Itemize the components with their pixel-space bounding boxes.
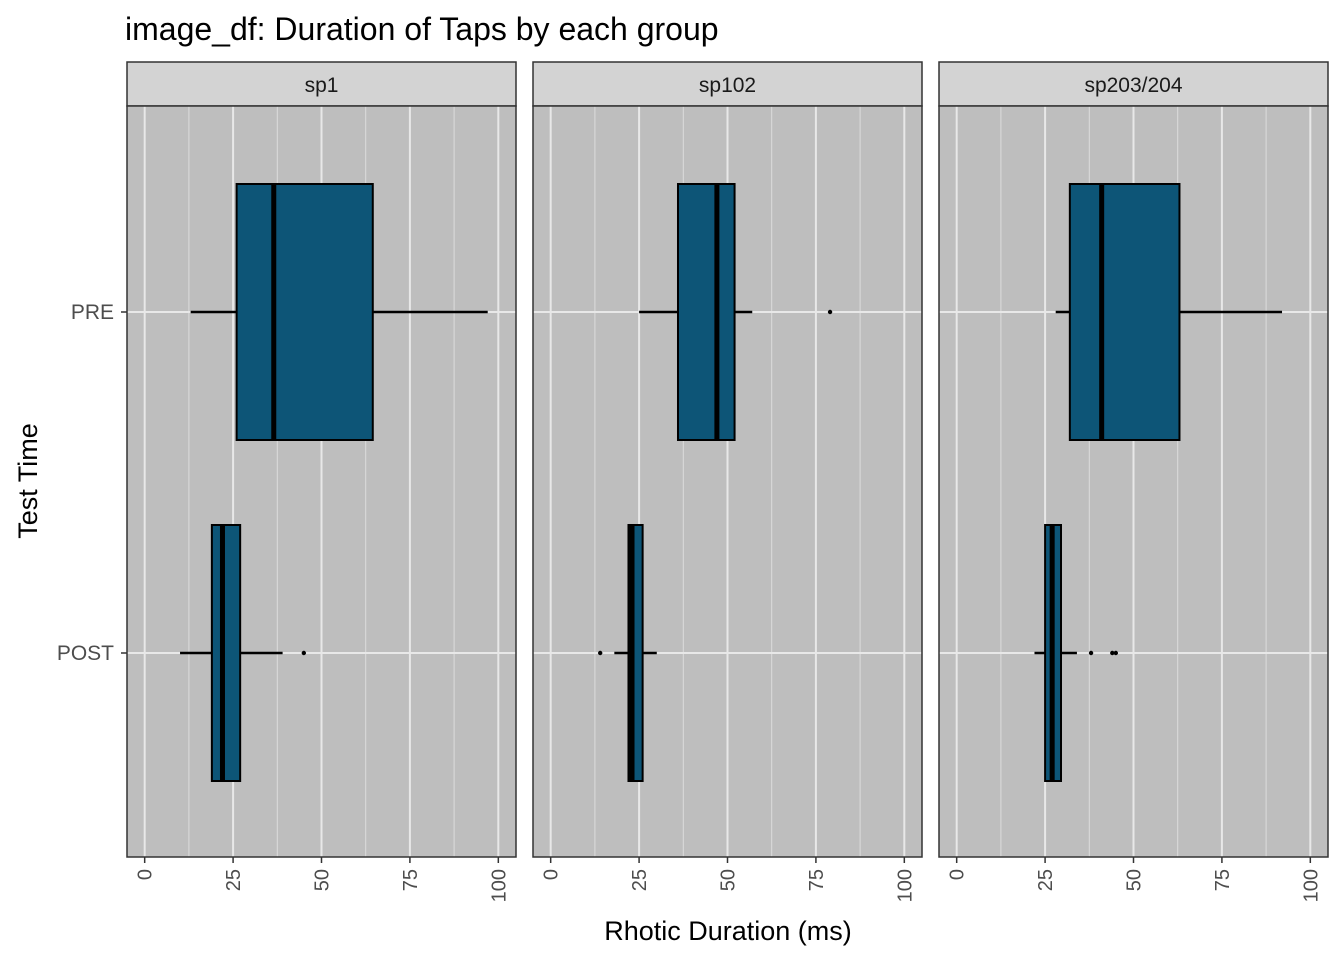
x-tick-label: 75: [1212, 869, 1234, 891]
x-tick-label: 50: [312, 869, 334, 891]
facet-strip-label: sp102: [699, 74, 756, 97]
x-tick-label: 75: [400, 869, 422, 891]
facet-strip: [938, 61, 1329, 107]
x-axis-label: Rhotic Duration (ms): [604, 916, 852, 946]
x-tick-label: 75: [806, 869, 828, 891]
outlier-point: [1088, 650, 1094, 656]
facet-panel-sp102: sp102 0 25 50 75 100: [532, 61, 923, 902]
x-tick-label: 0: [947, 869, 969, 880]
x-tick-label: 25: [223, 869, 245, 891]
box-iqr: [235, 183, 374, 441]
facet-strip-label: sp203/204: [1084, 74, 1182, 97]
x-tick-label: 25: [1035, 869, 1057, 891]
outlier-point: [597, 650, 603, 656]
y-axis-label: Test Time: [13, 423, 43, 539]
chart-title: image_df: Duration of Taps by each group: [125, 11, 719, 47]
x-tick-label: 100: [488, 869, 510, 902]
facet-panel-sp1: sp1 0 25 50 75 100: [126, 61, 517, 902]
x-tick-label: 25: [629, 869, 651, 891]
box-iqr: [1068, 183, 1181, 441]
facet-strip-label: sp1: [305, 74, 339, 97]
box-post: [597, 524, 657, 782]
box-pre: [1055, 183, 1283, 441]
y-tick-label: POST: [57, 642, 114, 665]
x-tick-label: 50: [1124, 869, 1146, 891]
box-post: [1034, 524, 1119, 782]
box-post: [180, 524, 307, 782]
facet-strip: [126, 61, 517, 107]
x-tick-label: 0: [541, 869, 563, 880]
x-tick-label: 0: [135, 869, 157, 880]
facet-panel-sp203-204: sp203/204 0 25 50 75 100: [938, 61, 1329, 902]
outlier-point: [1113, 650, 1119, 656]
box-pre: [190, 183, 488, 441]
box-iqr: [210, 524, 242, 782]
box-iqr: [676, 183, 736, 441]
facet-panels: sp1 0 25 50 75 100 sp102 0 25 50 75 100 sp203/204 0 25…: [57, 61, 1329, 902]
x-tick-label: 100: [1300, 869, 1322, 902]
outlier-point: [301, 650, 307, 656]
outlier-point: [827, 309, 833, 315]
y-tick-label: PRE: [71, 301, 114, 324]
x-tick-label: 100: [894, 869, 916, 902]
outlier-point: [1110, 650, 1115, 656]
x-tick-label: 50: [718, 869, 740, 891]
box-pre: [639, 183, 833, 441]
